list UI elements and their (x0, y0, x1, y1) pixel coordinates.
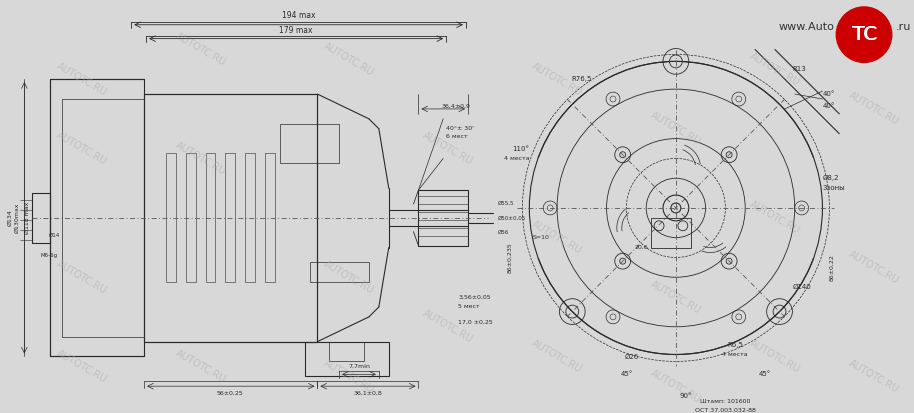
Text: 36,1±0,8: 36,1±0,8 (354, 391, 382, 396)
Text: 45°: 45° (621, 371, 632, 377)
Text: 40°± 30': 40°± 30' (446, 126, 474, 131)
Bar (310, 262, 369, 282)
Text: 36,4±0,9: 36,4±0,9 (441, 103, 470, 109)
Text: AUTOTC.RU: AUTOTC.RU (748, 51, 802, 88)
Text: 86±0,22: 86±0,22 (829, 254, 834, 281)
Text: 4 места: 4 места (722, 352, 749, 357)
Bar (329, 342, 364, 361)
Text: AUTOTC.RU: AUTOTC.RU (748, 199, 802, 236)
Text: AUTOTC.RU: AUTOTC.RU (421, 130, 475, 167)
Bar (651, 218, 691, 247)
Text: .ru: .ru (896, 22, 911, 32)
Text: C: C (864, 25, 877, 44)
Text: AUTOTC.RU: AUTOTC.RU (55, 61, 109, 97)
Text: AUTOTC.RU: AUTOTC.RU (530, 338, 584, 375)
Text: 45°: 45° (759, 371, 771, 377)
Text: AUTOTC.RU: AUTOTC.RU (174, 140, 228, 177)
Text: 6 мест: 6 мест (446, 134, 468, 139)
Text: S=10: S=10 (532, 235, 549, 240)
Text: Ø14: Ø14 (48, 233, 59, 238)
Text: 7,7min: 7,7min (348, 363, 370, 368)
Bar (245, 154, 255, 282)
Text: AUTOTC.RU: AUTOTC.RU (530, 61, 584, 97)
Text: Ø55,5: Ø55,5 (497, 200, 515, 206)
Text: 194 max: 194 max (282, 11, 315, 20)
Bar (304, 342, 388, 376)
Text: AUTOTC.RU: AUTOTC.RU (55, 348, 109, 385)
Text: AUTOTC.RU: AUTOTC.RU (748, 338, 802, 375)
Text: Ø118 max: Ø118 max (25, 202, 30, 234)
Text: AUTOTC.RU: AUTOTC.RU (55, 130, 109, 167)
Text: M6-6g: M6-6g (40, 253, 58, 258)
Text: 3,56±0,05: 3,56±0,05 (458, 294, 491, 299)
Bar (419, 190, 468, 246)
Text: AUTOTC.RU: AUTOTC.RU (55, 259, 109, 296)
Text: AUTOTC.RU: AUTOTC.RU (649, 368, 703, 405)
Text: 40°: 40° (823, 91, 834, 97)
Text: AUTOTC.RU: AUTOTC.RU (649, 110, 703, 147)
Text: AUTOTC.RU: AUTOTC.RU (847, 358, 901, 395)
Text: Ø140: Ø140 (792, 284, 812, 290)
Text: 86±0,235: 86±0,235 (507, 242, 513, 273)
Text: Ø8,2: Ø8,2 (823, 175, 839, 181)
Text: Ø26: Ø26 (624, 354, 639, 359)
Text: R6,5: R6,5 (728, 342, 743, 348)
Text: AUTOTC.RU: AUTOTC.RU (323, 358, 376, 395)
Bar (280, 124, 339, 164)
Text: TC: TC (852, 25, 877, 44)
Text: 3зоны: 3зоны (823, 185, 845, 191)
Bar (32, 193, 50, 242)
Text: 56±0,25: 56±0,25 (217, 391, 244, 396)
Bar (186, 154, 196, 282)
Text: Ø56: Ø56 (497, 230, 509, 235)
Bar (226, 154, 235, 282)
Text: AUTOTC.RU: AUTOTC.RU (323, 41, 376, 78)
Text: 40°: 40° (823, 103, 834, 109)
Circle shape (836, 7, 892, 62)
Text: 110°: 110° (513, 145, 529, 152)
Text: 90°: 90° (679, 393, 692, 399)
Text: AUTOTC.RU: AUTOTC.RU (323, 259, 376, 296)
Bar (166, 154, 175, 282)
Text: AUTOTC.RU: AUTOTC.RU (649, 279, 703, 316)
Text: Ø50±0,05: Ø50±0,05 (497, 215, 526, 221)
Text: AUTOTC.RU: AUTOTC.RU (847, 90, 901, 127)
Text: 17,0 ±0,25: 17,0 ±0,25 (458, 319, 493, 324)
Text: AUTOTC.RU: AUTOTC.RU (174, 31, 228, 68)
Text: AUTOTC.RU: AUTOTC.RU (421, 309, 475, 345)
Text: www.Auto: www.Auto (779, 22, 834, 32)
Text: R76,5: R76,5 (571, 76, 592, 82)
Bar (206, 154, 216, 282)
Text: AUTOTC.RU: AUTOTC.RU (174, 348, 228, 385)
Text: Ø130max: Ø130max (15, 203, 20, 233)
Text: 20,6: 20,6 (634, 245, 648, 250)
Text: R13: R13 (792, 66, 806, 72)
Text: T: T (853, 25, 865, 44)
Text: 5 мест: 5 мест (458, 304, 480, 309)
Text: ОСТ 37.003.032-88: ОСТ 37.003.032-88 (695, 408, 756, 413)
Bar (144, 94, 317, 342)
Text: 4 места: 4 места (504, 156, 529, 161)
Bar (50, 79, 144, 356)
Text: Ø134: Ø134 (8, 209, 13, 226)
Text: Штамп: 101600: Штамп: 101600 (700, 399, 750, 404)
Text: 179 max: 179 max (279, 26, 313, 35)
Text: AUTOTC.RU: AUTOTC.RU (530, 219, 584, 256)
Text: AUTOTC.RU: AUTOTC.RU (847, 249, 901, 286)
Bar (265, 154, 275, 282)
